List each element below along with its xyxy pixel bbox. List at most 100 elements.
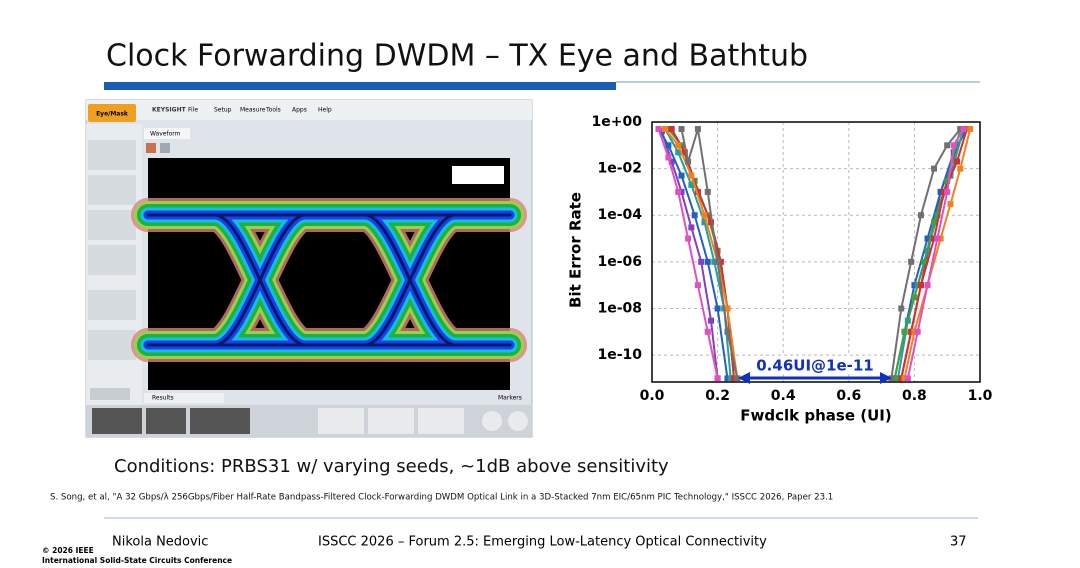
conditions: Conditions: PRBS31 w/ varying seeds, ~1d… [114, 456, 669, 477]
ber-point [704, 258, 711, 265]
ber-point [931, 219, 938, 226]
x-tick-label: 0.8 [902, 388, 927, 404]
ber-point [911, 294, 918, 301]
ber-point [675, 142, 682, 149]
ber-point [901, 328, 908, 335]
ber-point [701, 219, 708, 226]
annotation: 0.46UI@1e-11 [756, 357, 873, 375]
ber-point [960, 126, 967, 133]
ber-point [904, 375, 911, 382]
presenter: Nikola Nedovic [112, 535, 208, 550]
y-tick-label: 1e+00 [592, 114, 643, 130]
society: International Solid-State Circuits Confe… [42, 556, 232, 565]
ber-point [908, 328, 915, 335]
ber-point [891, 375, 898, 382]
y-tick-label: 1e-06 [597, 254, 642, 270]
x-tick-label: 0.2 [705, 388, 730, 404]
ber-point [934, 235, 941, 242]
ber-point [704, 328, 711, 335]
ber-point [675, 149, 682, 156]
ber-point [685, 158, 692, 165]
ber-point [895, 375, 901, 382]
ber-point [917, 282, 924, 289]
ber-point [898, 375, 905, 382]
ber-point [957, 165, 964, 172]
scope-markers: Markers [498, 395, 522, 402]
ber-point [678, 172, 685, 179]
ber-point [717, 258, 724, 265]
ber-point [688, 181, 695, 188]
ber-curve [664, 128, 972, 379]
ber-point [944, 142, 951, 149]
ber-point [665, 154, 672, 161]
ber-point [688, 172, 695, 179]
ber-point [668, 158, 675, 165]
ber-point [668, 126, 675, 133]
ber-point [665, 142, 672, 149]
y-tick-label: 1e-04 [597, 207, 642, 223]
ber-point [724, 328, 731, 335]
scope-results: Results [152, 395, 174, 402]
ber-point [724, 305, 731, 312]
ber-point [708, 317, 715, 324]
x-tick-label: 0.6 [836, 388, 861, 404]
ber-point [924, 235, 931, 242]
ber-point [888, 375, 895, 382]
ber-point [937, 235, 944, 242]
ber-point [694, 188, 701, 195]
x-tick-label: 1.0 [968, 388, 993, 404]
ber-point [944, 177, 951, 184]
ber-point [665, 126, 672, 133]
ber-point [734, 375, 741, 382]
ber-point [911, 282, 918, 289]
scope-brand: KEYSIGHT [152, 107, 187, 114]
ber-point [898, 305, 905, 312]
bathtub-chart: Bit Error Rate Fwdclk phase (UI) 1e+00 1e… [567, 114, 993, 425]
x-tick-label: 0.0 [640, 388, 665, 404]
ber-point [694, 126, 701, 133]
ber-point [658, 128, 665, 135]
ber-point [662, 126, 669, 133]
scope-menu-item: Setup [214, 107, 232, 114]
ber-point [944, 188, 951, 195]
ber-point [724, 375, 731, 382]
ber-point [901, 375, 908, 382]
ber-point [967, 126, 974, 133]
ber-point [957, 126, 964, 133]
ber-point [911, 328, 918, 335]
ber-point [691, 212, 698, 219]
ber-point [947, 201, 954, 208]
ber-point [954, 158, 961, 165]
page-number: 37 [950, 535, 967, 550]
ber-point [704, 188, 711, 195]
ber-point [678, 188, 685, 195]
annotation-bg [752, 356, 878, 374]
ber-point [698, 258, 705, 265]
copyright: © 2026 IEEE [42, 546, 94, 555]
scope-side-tab: Eye/Mask [96, 111, 129, 118]
citation: S. Song, et al, "A 32 Gbps/λ 256Gbps/Fib… [50, 493, 833, 503]
x-tick-label: 0.4 [771, 388, 796, 404]
y-axis-label: Bit Error Rate [567, 192, 585, 308]
scope-menu-item: Tools [265, 107, 281, 114]
ber-point [714, 375, 721, 382]
ber-point [685, 235, 692, 242]
ber-point [675, 188, 682, 195]
ber-point [931, 235, 938, 242]
x-axis-label: Fwdclk phase (UI) [740, 407, 891, 425]
ber-point [714, 258, 721, 265]
ber-point [914, 328, 921, 335]
ber-point [921, 258, 928, 265]
ber-point [714, 305, 721, 312]
scope-menu-item: Help [318, 107, 332, 114]
y-tick-label: 1e-10 [597, 347, 642, 363]
scope-tab: Waveform [150, 131, 181, 138]
ber-point [963, 126, 970, 133]
ber-point [681, 149, 688, 156]
event: ISSCC 2026 – Forum 2.5: Emerging Low-Lat… [318, 535, 767, 550]
ber-point [950, 142, 957, 149]
y-tick-label: 1e-08 [597, 300, 642, 316]
ber-point [727, 375, 734, 382]
